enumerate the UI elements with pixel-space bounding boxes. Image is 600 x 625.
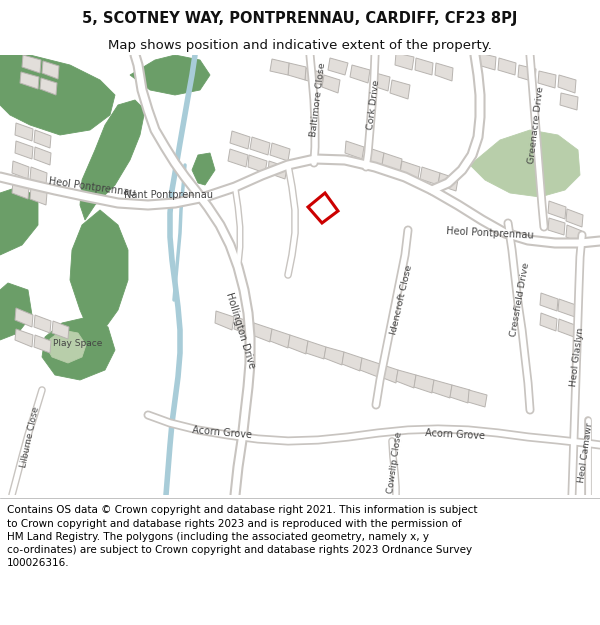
Text: Acorn Grove: Acorn Grove <box>425 429 485 441</box>
Text: Idencroft Close: Idencroft Close <box>389 264 415 336</box>
Polygon shape <box>34 315 51 333</box>
Text: Acorn Grove: Acorn Grove <box>192 426 252 441</box>
Polygon shape <box>328 58 348 75</box>
Polygon shape <box>12 181 29 199</box>
Polygon shape <box>414 375 434 393</box>
Polygon shape <box>566 225 582 243</box>
Text: 5, SCOTNEY WAY, PONTPRENNAU, CARDIFF, CF23 8PJ: 5, SCOTNEY WAY, PONTPRENNAU, CARDIFF, CF… <box>82 11 518 26</box>
Polygon shape <box>52 321 69 339</box>
Polygon shape <box>378 364 398 383</box>
Polygon shape <box>470 130 580 197</box>
Text: Lilburne Close: Lilburne Close <box>19 406 41 468</box>
Polygon shape <box>558 299 576 317</box>
Polygon shape <box>15 308 33 327</box>
Polygon shape <box>322 75 340 93</box>
Text: Play Space: Play Space <box>53 339 103 348</box>
Text: Heol Glaslyn: Heol Glaslyn <box>569 327 585 387</box>
Polygon shape <box>435 63 453 81</box>
Polygon shape <box>432 380 452 398</box>
Polygon shape <box>558 75 576 93</box>
Polygon shape <box>395 53 414 70</box>
Polygon shape <box>192 153 215 185</box>
Polygon shape <box>478 53 496 70</box>
Polygon shape <box>450 385 470 403</box>
Text: Greenacre Drive: Greenacre Drive <box>527 86 545 164</box>
Polygon shape <box>130 55 210 95</box>
Polygon shape <box>560 93 578 110</box>
Polygon shape <box>270 143 290 161</box>
Polygon shape <box>22 55 41 73</box>
Polygon shape <box>252 323 272 342</box>
Polygon shape <box>15 141 33 159</box>
Polygon shape <box>48 330 86 363</box>
Polygon shape <box>15 329 33 347</box>
Polygon shape <box>306 341 326 359</box>
Polygon shape <box>215 311 234 330</box>
Polygon shape <box>12 161 29 179</box>
Polygon shape <box>0 55 115 135</box>
Polygon shape <box>234 317 254 336</box>
Polygon shape <box>548 218 565 235</box>
Text: Hollington Drive: Hollington Drive <box>224 291 256 369</box>
Polygon shape <box>498 58 516 75</box>
Text: Map shows position and indicative extent of the property.: Map shows position and indicative extent… <box>108 39 492 51</box>
Polygon shape <box>360 358 380 377</box>
Polygon shape <box>342 352 362 371</box>
Text: Heol Pontprennau: Heol Pontprennau <box>446 226 534 240</box>
Text: Cork Drive: Cork Drive <box>367 79 382 131</box>
Text: Heol Camawr: Heol Camawr <box>577 422 595 484</box>
Polygon shape <box>0 283 32 340</box>
Polygon shape <box>308 193 338 223</box>
Polygon shape <box>390 80 410 99</box>
Polygon shape <box>518 65 536 82</box>
Polygon shape <box>70 210 128 335</box>
Polygon shape <box>420 167 440 185</box>
Text: Heol Pontprennau: Heol Pontprennau <box>48 176 136 198</box>
Polygon shape <box>40 78 57 95</box>
Polygon shape <box>30 167 47 185</box>
Polygon shape <box>80 100 145 220</box>
Text: Cowslip Close: Cowslip Close <box>386 431 404 494</box>
Polygon shape <box>364 147 384 165</box>
Polygon shape <box>270 329 290 348</box>
Polygon shape <box>396 370 416 388</box>
Polygon shape <box>268 161 287 179</box>
Polygon shape <box>566 209 583 227</box>
Polygon shape <box>415 58 433 75</box>
Polygon shape <box>288 63 306 80</box>
Polygon shape <box>270 59 289 75</box>
Polygon shape <box>20 72 39 89</box>
Polygon shape <box>468 390 487 407</box>
Polygon shape <box>370 72 390 91</box>
Polygon shape <box>42 317 115 380</box>
Polygon shape <box>248 155 267 173</box>
Polygon shape <box>228 149 248 167</box>
Polygon shape <box>345 141 364 159</box>
Polygon shape <box>558 319 575 337</box>
Polygon shape <box>538 71 556 88</box>
Polygon shape <box>230 131 250 149</box>
Text: Nant Pontprennau: Nant Pontprennau <box>124 190 212 200</box>
Polygon shape <box>15 123 33 141</box>
Polygon shape <box>42 61 59 79</box>
Polygon shape <box>350 65 370 83</box>
Polygon shape <box>0 187 38 255</box>
Polygon shape <box>382 153 402 171</box>
Polygon shape <box>34 335 51 353</box>
Polygon shape <box>288 335 308 354</box>
Polygon shape <box>30 187 47 205</box>
Polygon shape <box>34 147 51 165</box>
Polygon shape <box>34 130 51 148</box>
Text: Cressfield Drive: Cressfield Drive <box>509 262 531 338</box>
Polygon shape <box>438 173 458 191</box>
Text: Baltimore Close: Baltimore Close <box>309 62 327 138</box>
Polygon shape <box>548 201 566 219</box>
Polygon shape <box>324 347 344 365</box>
Polygon shape <box>305 68 323 85</box>
Polygon shape <box>400 161 420 179</box>
Polygon shape <box>540 293 558 311</box>
Polygon shape <box>540 313 557 331</box>
Text: Contains OS data © Crown copyright and database right 2021. This information is : Contains OS data © Crown copyright and d… <box>7 506 478 568</box>
Polygon shape <box>250 137 270 155</box>
